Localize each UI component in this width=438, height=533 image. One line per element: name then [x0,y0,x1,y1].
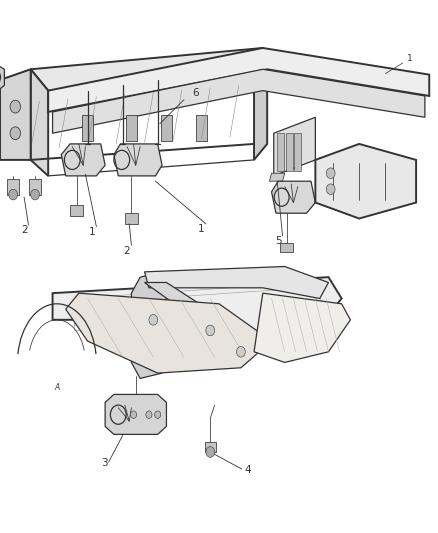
Polygon shape [82,115,93,141]
Circle shape [131,411,137,418]
Polygon shape [131,272,166,378]
Text: 4: 4 [244,465,251,475]
Polygon shape [29,179,41,195]
Text: 1: 1 [198,224,205,234]
Polygon shape [161,115,172,141]
Circle shape [206,447,215,457]
Circle shape [237,346,245,357]
Polygon shape [286,133,293,171]
Polygon shape [274,117,315,176]
Polygon shape [254,69,267,160]
Circle shape [326,168,335,179]
Polygon shape [105,394,166,434]
Circle shape [146,411,152,418]
Text: A: A [55,383,60,392]
Polygon shape [7,179,19,195]
Polygon shape [48,48,429,112]
Polygon shape [0,69,31,101]
Polygon shape [280,243,293,252]
Polygon shape [66,293,272,373]
Polygon shape [205,442,216,452]
Circle shape [155,411,161,418]
Polygon shape [315,144,416,219]
Text: 3: 3 [102,458,108,469]
Polygon shape [269,173,285,181]
Circle shape [10,100,21,113]
Text: 5: 5 [275,236,282,246]
Text: 2: 2 [124,246,131,255]
Polygon shape [114,144,162,176]
Polygon shape [277,133,284,171]
Text: 1: 1 [88,227,95,237]
Polygon shape [53,277,342,341]
Polygon shape [0,69,31,160]
Polygon shape [0,64,4,112]
Polygon shape [31,69,48,176]
Polygon shape [272,181,315,213]
Circle shape [10,127,21,140]
Text: 2: 2 [21,225,28,235]
Polygon shape [31,48,267,91]
Polygon shape [53,69,425,133]
Polygon shape [70,205,83,216]
Polygon shape [61,144,105,176]
Text: 1: 1 [407,54,413,63]
Circle shape [326,184,335,195]
Polygon shape [145,282,241,336]
Polygon shape [125,213,138,224]
Circle shape [31,189,39,200]
Polygon shape [145,266,328,298]
Text: 6: 6 [193,88,199,98]
Polygon shape [196,115,207,141]
Circle shape [9,189,18,200]
Circle shape [206,325,215,336]
Circle shape [149,314,158,325]
Polygon shape [294,133,301,171]
Polygon shape [126,115,137,141]
Polygon shape [254,293,350,362]
